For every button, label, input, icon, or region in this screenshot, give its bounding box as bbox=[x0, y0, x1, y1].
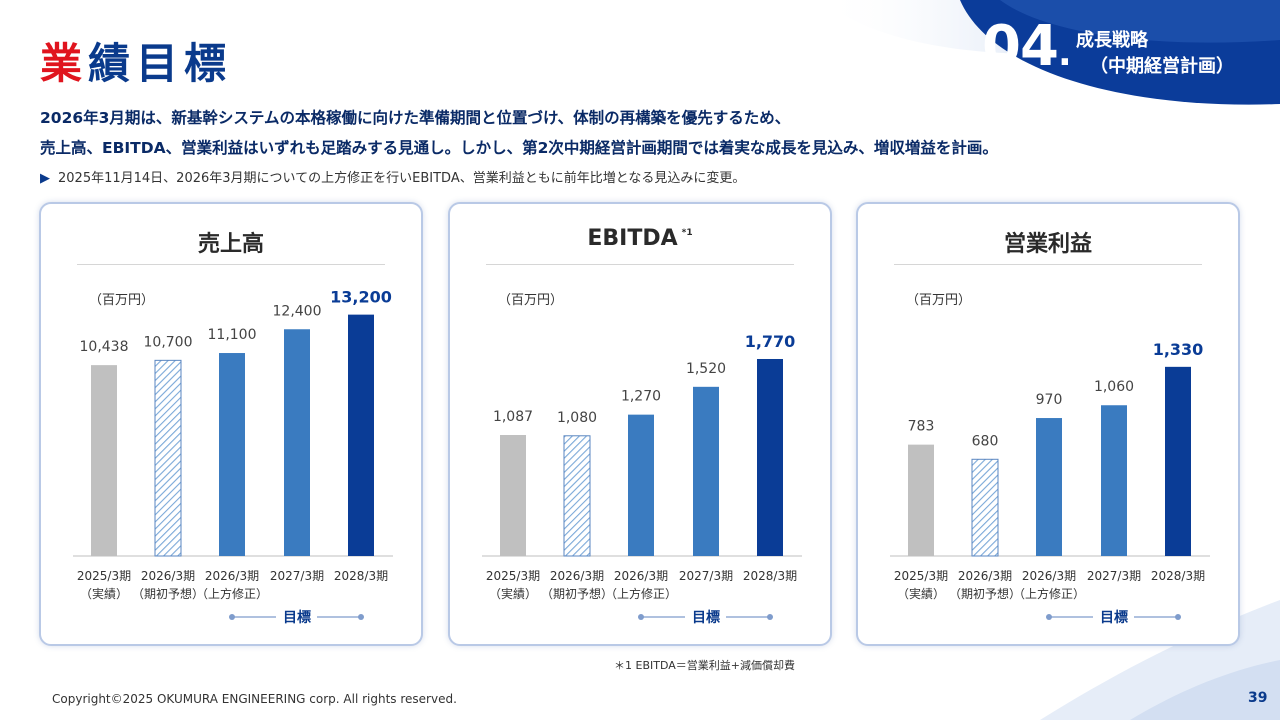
bar-value-label: 1,770 bbox=[745, 332, 796, 351]
bar-value-label: 10,438 bbox=[80, 339, 129, 355]
page-title-red: 業 bbox=[40, 39, 89, 88]
bar-value-label: 12,400 bbox=[273, 303, 322, 319]
note-arrow-icon: ▶ bbox=[40, 171, 50, 186]
x-tick-sublabel: （期初予想） bbox=[132, 586, 204, 601]
target-bracket-dot-right bbox=[1175, 614, 1181, 620]
target-bracket-dot-right bbox=[767, 614, 773, 620]
chart-title-divider bbox=[894, 264, 1202, 265]
target-bracket-dot-left bbox=[638, 614, 644, 620]
page-title-blue: 績目標 bbox=[88, 39, 233, 88]
header-wave-decoration bbox=[820, 0, 1280, 105]
bar-20253-0 bbox=[91, 365, 117, 556]
x-tick-label: 2027/3期 bbox=[679, 569, 733, 583]
x-tick-label: 2026/3期 bbox=[550, 569, 604, 583]
x-tick-label: 2027/3期 bbox=[270, 569, 324, 583]
x-tick-sublabel: （実績） bbox=[489, 586, 537, 601]
target-bracket-dot-left bbox=[229, 614, 235, 620]
page-number: 39 bbox=[1248, 690, 1268, 706]
target-label: 目標 bbox=[283, 609, 311, 626]
x-tick-sublabel: （期初予想） bbox=[541, 586, 613, 601]
section-name-line2: （中期経営計画） bbox=[1090, 56, 1234, 77]
revision-note: ▶ 2025年11月14日、2026年3月期についての上方修正を行いEBITDA、… bbox=[40, 167, 745, 186]
chart-unit-label: （百万円） bbox=[498, 293, 563, 308]
x-tick-sublabel: （実績） bbox=[80, 586, 128, 601]
bar-20263-2 bbox=[628, 414, 654, 556]
x-tick-label: 2028/3期 bbox=[743, 569, 797, 583]
x-tick-sublabel: （期初予想） bbox=[949, 586, 1021, 601]
x-tick-label: 2027/3期 bbox=[1087, 569, 1141, 583]
bar-20283-4 bbox=[1165, 366, 1191, 556]
bar-value-label: 1,520 bbox=[686, 361, 726, 377]
bar-value-label: 13,200 bbox=[330, 288, 392, 307]
lead-text-line1: 2026年3月期は、新基幹システムの本格稼働に向けた準備期間と位置づけ、体制の再… bbox=[40, 109, 791, 127]
bar-value-label: 970 bbox=[1036, 392, 1063, 408]
bar-20263-2 bbox=[219, 353, 245, 556]
x-tick-label: 2028/3期 bbox=[334, 569, 388, 583]
bar-value-label: 1,060 bbox=[1094, 379, 1134, 395]
bar-20263-2 bbox=[1036, 418, 1062, 556]
x-tick-sublabel: （上方修正） bbox=[196, 586, 268, 601]
bar-chart-operating-profit: （百万円）7832025/3期（実績）6802026/3期（期初予想）97020… bbox=[890, 293, 1210, 626]
chart-unit-label: （百万円） bbox=[906, 293, 971, 308]
x-tick-label: 2026/3期 bbox=[205, 569, 259, 583]
x-tick-label: 2026/3期 bbox=[141, 569, 195, 583]
section-number: 04. bbox=[982, 14, 1072, 79]
x-tick-label: 2025/3期 bbox=[486, 569, 540, 583]
x-tick-sublabel: （実績） bbox=[897, 586, 945, 601]
chart-title-ebitda: EBITDA *1 bbox=[450, 226, 830, 251]
section-number-dot: . bbox=[1057, 33, 1072, 74]
chart-title-operating-profit-text: 営業利益 bbox=[1003, 232, 1092, 257]
bar-20263-1 bbox=[154, 359, 182, 557]
bar-value-label: 10,700 bbox=[144, 334, 193, 350]
bar-chart-ebitda: （百万円）1,0872025/3期（実績）1,0802026/3期（期初予想）1… bbox=[482, 293, 802, 626]
chart-title-divider bbox=[77, 264, 385, 265]
bar-20273-3 bbox=[1101, 405, 1127, 556]
x-tick-sublabel: （上方修正） bbox=[1013, 586, 1085, 601]
chart-panel-sales: 売上高 （百万円） 10,438 2025/3期 （実績） 10,700 2026/3期（… bbox=[39, 202, 423, 646]
x-tick-label: 2026/3期 bbox=[958, 569, 1012, 583]
bar-20253-0 bbox=[500, 435, 526, 556]
bar-20273-3 bbox=[284, 329, 310, 556]
target-bracket-dot-left bbox=[1046, 614, 1052, 620]
target-label: 目標 bbox=[692, 609, 720, 626]
copyright-text: Copyright©2025 OKUMURA ENGINEERING corp.… bbox=[52, 692, 457, 706]
chart-title-operating-profit: 営業利益 bbox=[858, 226, 1238, 258]
x-tick-label: 2028/3期 bbox=[1151, 569, 1205, 583]
target-bracket-dot-right bbox=[358, 614, 364, 620]
chart-title-ebitda-text: EBITDA bbox=[587, 226, 678, 251]
x-tick-sublabel: （上方修正） bbox=[605, 586, 677, 601]
bar-value-label: 1,270 bbox=[621, 389, 661, 405]
bar-chart-sales: （百万円）10,4382025/3期（実績）10,7002026/3期（期初予想… bbox=[73, 288, 393, 626]
target-label: 目標 bbox=[1100, 609, 1128, 626]
section-number-value: 04 bbox=[982, 14, 1059, 79]
section-name-line1: 成長戦略 bbox=[1076, 30, 1148, 51]
x-tick-label: 2025/3期 bbox=[894, 569, 948, 583]
bar-20263-1 bbox=[563, 435, 591, 557]
bar-value-label: 1,080 bbox=[557, 410, 597, 426]
bar-20253-0 bbox=[908, 444, 934, 556]
bar-value-label: 783 bbox=[908, 419, 935, 435]
x-tick-label: 2025/3期 bbox=[77, 569, 131, 583]
bar-20283-4 bbox=[757, 358, 783, 556]
chart-title-sales-text: 売上高 bbox=[197, 232, 264, 257]
bar-20263-1 bbox=[971, 458, 999, 557]
chart-panel-operating-profit: 営業利益 （百万円） 783 2025/3期 （実績） 680 2026/3期 （期初予想）… bbox=[856, 202, 1240, 646]
bar-value-label: 1,087 bbox=[493, 409, 533, 425]
revision-note-text: 2025年11月14日、2026年3月期についての上方修正を行いEBITDA、営… bbox=[58, 171, 746, 186]
ebitda-footnote: ＊1 EBITDA＝営業利益+減価償却費 bbox=[614, 659, 795, 672]
page-title: 業績目標 bbox=[40, 30, 232, 91]
bar-value-label: 680 bbox=[972, 433, 999, 449]
bar-20283-4 bbox=[348, 314, 374, 556]
bar-20273-3 bbox=[693, 386, 719, 556]
lead-text-line2: 売上高、EBITDA、営業利益はいずれも足踏みする見通し。しかし、第2次中期経営… bbox=[40, 139, 998, 157]
chart-unit-label: （百万円） bbox=[89, 293, 154, 308]
x-tick-label: 2026/3期 bbox=[614, 569, 668, 583]
chart-title-divider bbox=[486, 264, 794, 265]
chart-panel-ebitda: EBITDA *1 （百万円） 1,087 2025/3期 （実績） 1,080 2026/… bbox=[448, 202, 832, 646]
bar-value-label: 11,100 bbox=[208, 327, 257, 343]
x-tick-label: 2026/3期 bbox=[1022, 569, 1076, 583]
chart-title-ebitda-note: *1 bbox=[681, 228, 693, 238]
chart-title-sales: 売上高 bbox=[41, 226, 421, 258]
bar-value-label: 1,330 bbox=[1153, 340, 1204, 359]
